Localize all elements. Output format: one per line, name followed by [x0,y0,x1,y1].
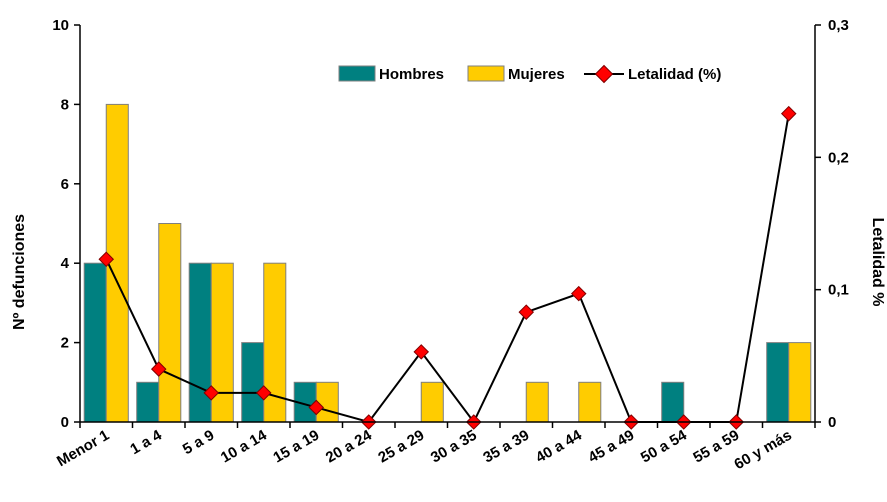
y-axis-title: Nº defunciones [11,214,28,330]
x-ticks: Menor 1 1 a 4 5 a 9 10 a 14 15 a 19 20 a 24 25… [54,422,816,473]
bar-mujeres [420,381,444,423]
x-tick-label: 60 y más [731,427,794,473]
x-tick-label: 15 a 19 [270,427,322,467]
legend-label-hombres: Hombres [379,66,444,83]
x-tick-label: 10 a 14 [218,426,270,466]
y-tick-label: 6 [61,176,69,193]
point-letalidad [255,385,272,401]
point-letalidad [98,251,115,268]
bar-mujeres [315,381,339,423]
x-tick-label: Menor 1 [54,427,112,470]
bar-mujeres [578,381,602,423]
bars-layer [83,103,812,423]
x-tick-label: 30 a 35 [428,427,480,467]
x-tick-label: 1 a 4 [127,426,165,458]
y-tick-label: 0 [61,414,69,431]
bar-hombres [188,262,212,423]
y2-tick-label: 0 [828,414,836,431]
legend-swatch-hombres [338,65,376,82]
x-tick-label: 25 a 29 [375,427,427,467]
right-ticks: 0 0,1 0,2 0,3 [815,17,849,431]
bar-mujeres [788,342,812,423]
y-tick-label: 4 [61,255,70,272]
bar-mujeres [158,223,182,423]
bar-mujeres [525,381,549,423]
point-letalidad [570,285,587,302]
x-tick-label: 20 a 24 [323,426,375,466]
y2-tick-label: 0,1 [828,282,849,299]
bar-hombres [241,342,265,423]
bar-hombres [661,381,685,423]
legend-swatch-mujeres [467,65,505,82]
point-letalidad [150,361,167,377]
legend-marker-letalidad [594,64,614,84]
x-tick-label: 50 a 54 [638,426,690,466]
y-tick-label: 10 [52,17,69,34]
legend-label-mujeres: Mujeres [508,66,565,83]
bar-hombres [766,342,790,423]
bar-mujeres [210,262,234,423]
legend-label-letalidad: Letalidad (%) [628,66,721,83]
y-tick-label: 2 [61,335,69,352]
y2-tick-label: 0,3 [828,17,849,34]
legend: Hombres Mujeres Letalidad (%) [338,64,721,84]
bar-hombres [136,381,160,423]
bar-hombres [83,262,107,423]
point-letalidad [780,105,797,122]
point-letalidad [518,304,535,320]
point-letalidad [308,399,325,416]
point-letalidad [413,344,430,360]
y2-tick-label: 0,2 [828,149,849,166]
x-tick-label: 5 a 9 [180,427,217,458]
point-letalidad [203,385,220,401]
x-tick-label: 40 a 44 [533,426,585,466]
y2-axis-title: Letalidad % [869,218,886,307]
x-tick-label: 45 a 49 [585,427,637,467]
x-tick-label: 35 a 39 [480,427,532,467]
y-tick-label: 8 [61,96,69,113]
left-ticks: 0 2 4 6 8 10 [52,17,80,431]
